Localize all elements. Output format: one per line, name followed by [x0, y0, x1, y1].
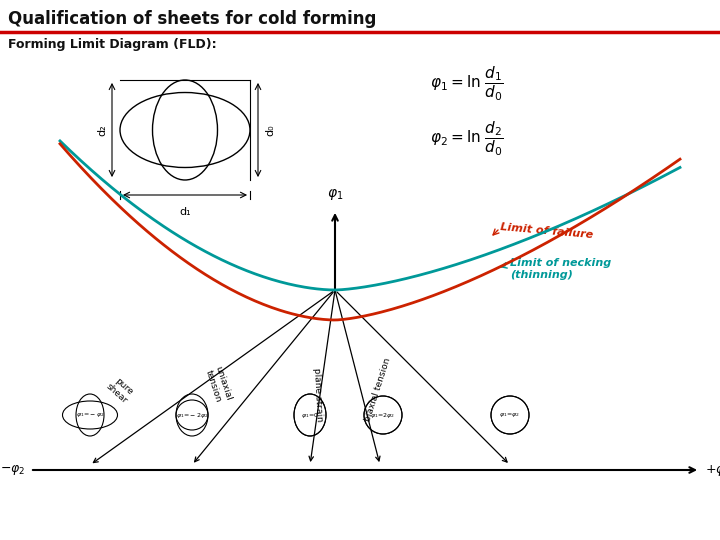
Text: Limit of failure: Limit of failure — [500, 222, 594, 240]
Text: Limit of necking
(thinning): Limit of necking (thinning) — [510, 258, 611, 280]
Text: plane strain: plane strain — [312, 368, 324, 422]
Text: $\varphi_1\!=\!-\varphi_2$: $\varphi_1\!=\!-\varphi_2$ — [76, 411, 104, 419]
Text: $\varphi_1\!=\!-2\varphi_2$: $\varphi_1\!=\!-2\varphi_2$ — [176, 410, 208, 420]
Text: d₀: d₀ — [265, 124, 275, 136]
Text: d₁: d₁ — [179, 207, 191, 217]
Text: $\varphi_1\!=\!0$: $\varphi_1\!=\!0$ — [301, 410, 319, 420]
Text: biaxial tension: biaxial tension — [364, 357, 392, 423]
Text: d₂: d₂ — [97, 124, 107, 136]
Text: uniaxial
tension: uniaxial tension — [203, 365, 233, 405]
Text: $-\varphi_2$: $-\varphi_2$ — [0, 463, 25, 477]
Text: $\varphi_1 = \ln\,\dfrac{d_1}{d_0}$: $\varphi_1 = \ln\,\dfrac{d_1}{d_0}$ — [430, 65, 504, 103]
Text: $\varphi_2 = \ln\,\dfrac{d_2}{d_0}$: $\varphi_2 = \ln\,\dfrac{d_2}{d_0}$ — [430, 120, 504, 158]
Text: $\varphi_1\!=\!2\varphi_2$: $\varphi_1\!=\!2\varphi_2$ — [370, 410, 395, 420]
Text: pure
shear: pure shear — [104, 374, 136, 406]
Text: $+\varphi_2$: $+\varphi_2$ — [705, 462, 720, 477]
Text: $\varphi_1$: $\varphi_1$ — [327, 187, 343, 202]
Text: $\varphi_1\!=\!\varphi_2$: $\varphi_1\!=\!\varphi_2$ — [500, 411, 521, 419]
Text: Forming Limit Diagram (FLD):: Forming Limit Diagram (FLD): — [8, 38, 217, 51]
Text: Qualification of sheets for cold forming: Qualification of sheets for cold forming — [8, 10, 377, 28]
